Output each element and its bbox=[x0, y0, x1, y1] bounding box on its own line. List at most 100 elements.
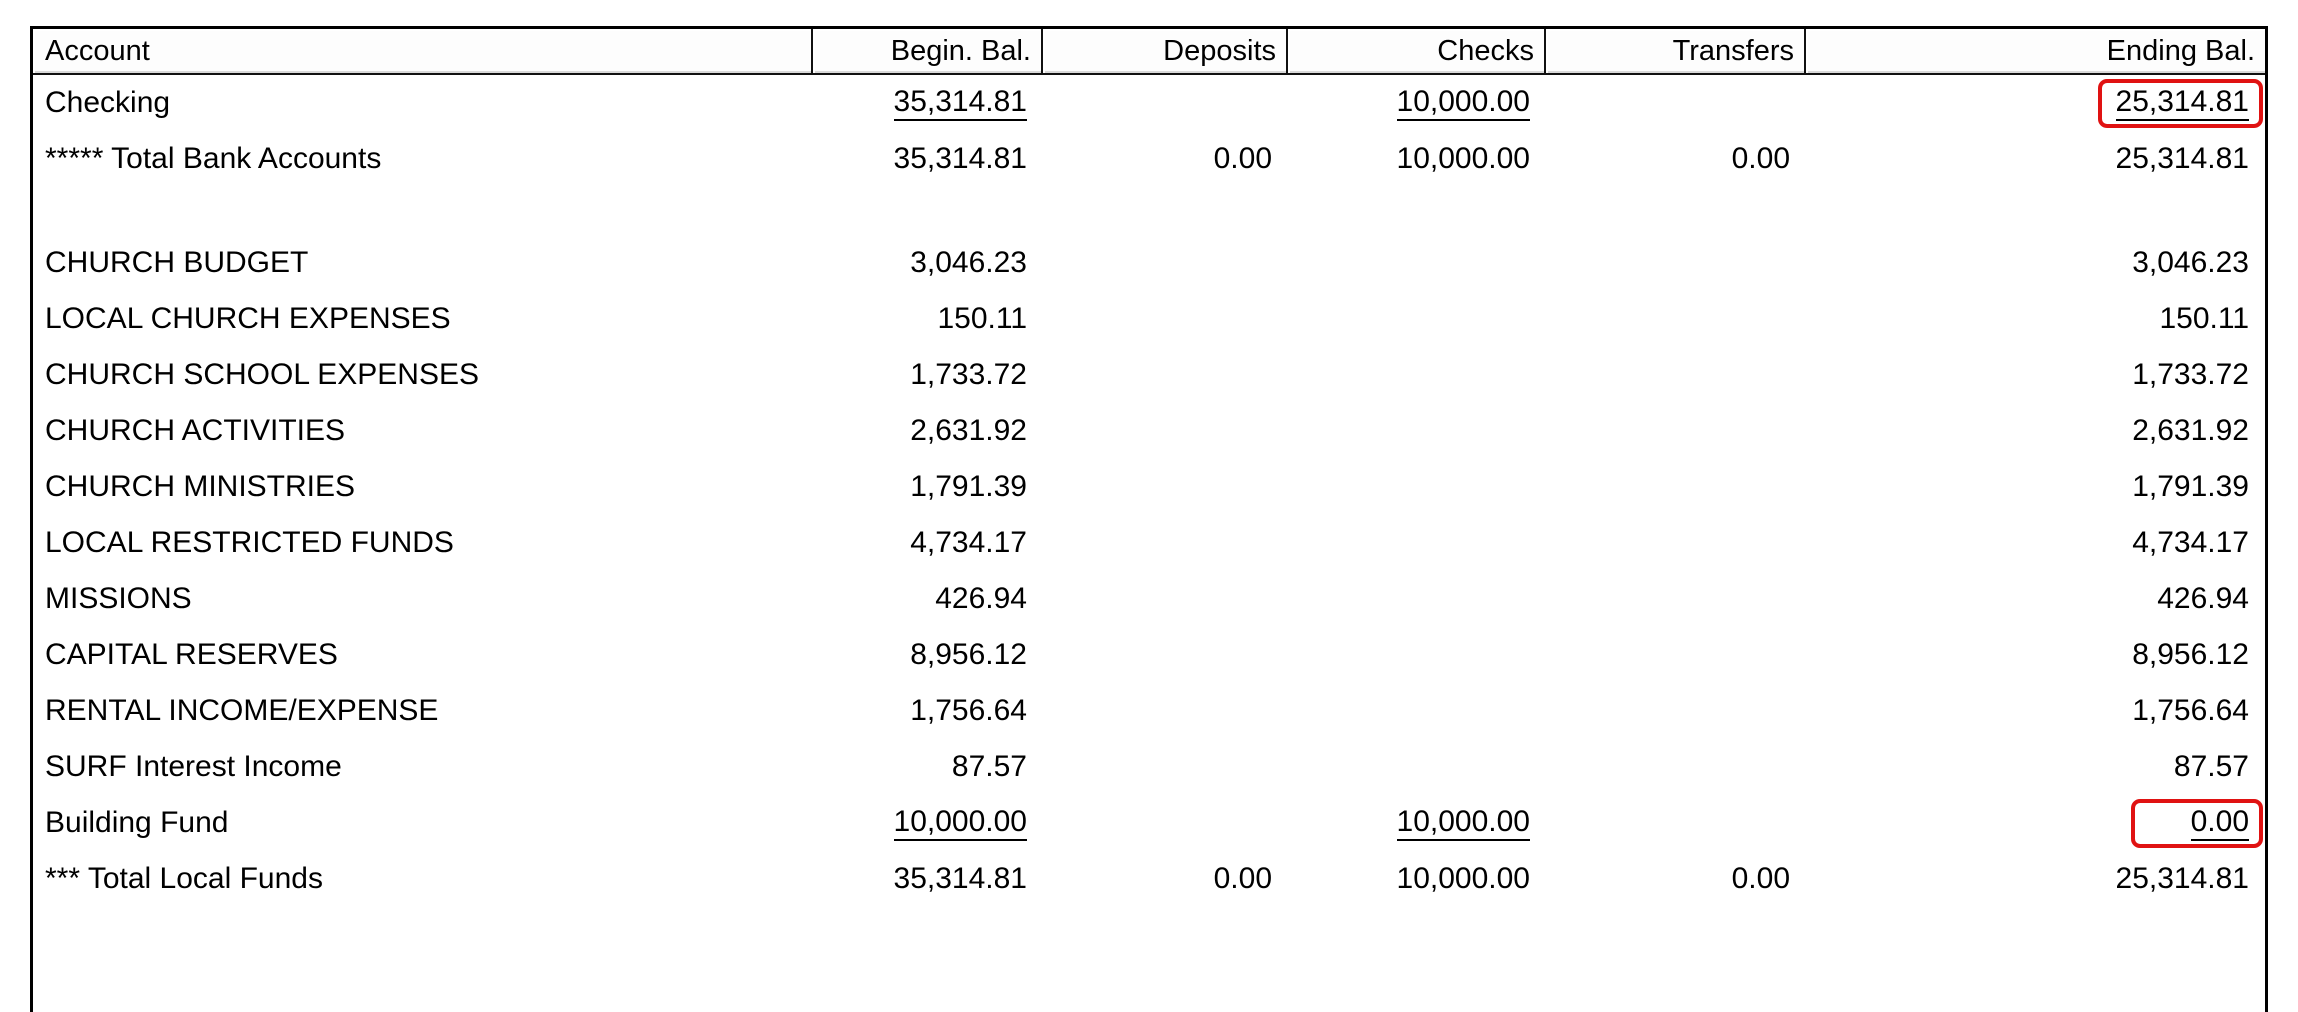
blank-row bbox=[33, 187, 2265, 235]
cell-value: 426.94 bbox=[935, 582, 1027, 615]
cell-value: CAPITAL RESERVES bbox=[45, 638, 338, 671]
cell-value: LOCAL CHURCH EXPENSES bbox=[45, 302, 451, 335]
account-cell: LOCAL RESTRICTED FUNDS bbox=[33, 526, 813, 560]
table-row: CHURCH MINISTRIES 1,791.39 1,791.39 bbox=[33, 459, 2265, 515]
amount-cell: 1,756.64 bbox=[813, 694, 1043, 728]
cell-value: 2,631.92 bbox=[910, 414, 1027, 447]
cell-value: 10,000.00 bbox=[1396, 142, 1530, 175]
cell-value: 1,756.64 bbox=[910, 694, 1027, 727]
table-row: CHURCH SCHOOL EXPENSES 1,733.72 1,733.72 bbox=[33, 347, 2265, 403]
cell-value: CHURCH SCHOOL EXPENSES bbox=[45, 358, 479, 391]
cell-value: 35,314.81 bbox=[893, 862, 1027, 895]
amount-cell: 10,000.00 bbox=[1288, 142, 1546, 176]
amount-cell: 0.00 bbox=[1043, 862, 1288, 896]
amount-cell: 2,631.92 bbox=[813, 414, 1043, 448]
table-row: MISSIONS 426.94 426.94 bbox=[33, 571, 2265, 627]
cell-value: 150.11 bbox=[2159, 302, 2249, 335]
account-balances-table: Account Begin. Bal. Deposits Checks Tran… bbox=[30, 26, 2268, 1012]
amount-cell: 35,314.81 bbox=[813, 862, 1043, 896]
cell-value: 1,733.72 bbox=[2132, 358, 2249, 391]
amount-cell: 0.00 bbox=[1546, 142, 1806, 176]
column-header-ending-bal[interactable]: Ending Bal. bbox=[1806, 29, 2265, 73]
highlight-box: 25,314.81 bbox=[2097, 78, 2263, 128]
cell-value: 87.57 bbox=[951, 750, 1027, 783]
amount-cell: 10,000.00 bbox=[1288, 85, 1546, 121]
amount-cell: 0.00 bbox=[1806, 798, 2265, 848]
cell-value: RENTAL INCOME/EXPENSE bbox=[45, 694, 439, 727]
table-row: CAPITAL RESERVES 8,956.12 8,956.12 bbox=[33, 627, 2265, 683]
column-header-account[interactable]: Account bbox=[33, 29, 813, 73]
column-header-deposits[interactable]: Deposits bbox=[1043, 29, 1288, 73]
cell-value: 10,000.00 bbox=[1396, 85, 1530, 121]
amount-cell: 4,734.17 bbox=[1806, 526, 2265, 560]
cell-value: Checking bbox=[45, 86, 171, 119]
account-cell: CHURCH BUDGET bbox=[33, 246, 813, 280]
account-cell: *** Total Local Funds bbox=[33, 862, 813, 896]
amount-cell: 10,000.00 bbox=[1288, 805, 1546, 841]
cell-value: 2,631.92 bbox=[2132, 414, 2249, 447]
account-cell: CHURCH MINISTRIES bbox=[33, 470, 813, 504]
amount-cell: 150.11 bbox=[1806, 302, 2265, 336]
table-row: LOCAL CHURCH EXPENSES 150.11 150.11 bbox=[33, 291, 2265, 347]
cell-value: 25,314.81 bbox=[2115, 862, 2249, 895]
cell-value: *** Total Local Funds bbox=[45, 862, 323, 895]
cell-value: 3,046.23 bbox=[2132, 246, 2249, 279]
cell-value: 0.00 bbox=[1731, 862, 1790, 895]
amount-cell: 25,314.81 bbox=[1806, 862, 2265, 896]
cell-value: CHURCH MINISTRIES bbox=[45, 470, 356, 503]
table-row: Building Fund 10,000.00 10,000.00 0.00 bbox=[33, 795, 2265, 851]
column-header-checks[interactable]: Checks bbox=[1288, 29, 1546, 73]
cell-value: 10,000.00 bbox=[1396, 805, 1530, 841]
highlight-box: 0.00 bbox=[2131, 798, 2263, 848]
account-cell: LOCAL CHURCH EXPENSES bbox=[33, 302, 813, 336]
cell-value: 150.11 bbox=[937, 302, 1027, 335]
cell-value: 1,791.39 bbox=[2132, 470, 2249, 503]
cell-value: 0.00 bbox=[1213, 862, 1272, 895]
table-row: *** Total Local Funds 35,314.81 0.00 10,000… bbox=[33, 851, 2265, 907]
account-cell: Checking bbox=[33, 86, 813, 120]
cell-value: 426.94 bbox=[2157, 582, 2249, 615]
cell-value: 8,956.12 bbox=[2132, 638, 2249, 671]
cell-value: 1,756.64 bbox=[2132, 694, 2249, 727]
amount-cell: 10,000.00 bbox=[1288, 862, 1546, 896]
account-cell: SURF Interest Income bbox=[33, 750, 813, 784]
amount-cell: 25,314.81 bbox=[1806, 78, 2265, 128]
cell-value: 0.00 bbox=[2190, 805, 2249, 841]
table-row: CHURCH BUDGET 3,046.23 3,046.23 bbox=[33, 235, 2265, 291]
amount-cell: 1,733.72 bbox=[1806, 358, 2265, 392]
amount-cell: 4,734.17 bbox=[813, 526, 1043, 560]
column-header-transfers[interactable]: Transfers bbox=[1546, 29, 1806, 73]
account-cell: CAPITAL RESERVES bbox=[33, 638, 813, 672]
amount-cell: 3,046.23 bbox=[813, 246, 1043, 280]
cell-value: 8,956.12 bbox=[910, 638, 1027, 671]
cell-value: SURF Interest Income bbox=[45, 750, 342, 783]
table-row: RENTAL INCOME/EXPENSE 1,756.64 1,756.64 bbox=[33, 683, 2265, 739]
amount-cell: 87.57 bbox=[1806, 750, 2265, 784]
amount-cell: 2,631.92 bbox=[1806, 414, 2265, 448]
table-header-row: Account Begin. Bal. Deposits Checks Tran… bbox=[33, 29, 2265, 75]
account-cell: Building Fund bbox=[33, 806, 813, 840]
cell-value: ***** Total Bank Accounts bbox=[45, 142, 382, 175]
amount-cell: 3,046.23 bbox=[1806, 246, 2265, 280]
cell-value: Building Fund bbox=[45, 806, 229, 839]
table-row: SURF Interest Income 87.57 87.57 bbox=[33, 739, 2265, 795]
cell-value: 3,046.23 bbox=[910, 246, 1027, 279]
amount-cell: 426.94 bbox=[1806, 582, 2265, 616]
column-header-begin-bal[interactable]: Begin. Bal. bbox=[813, 29, 1043, 73]
cell-value: 4,734.17 bbox=[2132, 526, 2249, 559]
table-row: CHURCH ACTIVITIES 2,631.92 2,631.92 bbox=[33, 403, 2265, 459]
amount-cell: 35,314.81 bbox=[813, 85, 1043, 121]
amount-cell: 35,314.81 bbox=[813, 142, 1043, 176]
amount-cell: 8,956.12 bbox=[1806, 638, 2265, 672]
amount-cell: 25,314.81 bbox=[1806, 142, 2265, 176]
table-row: ***** Total Bank Accounts 35,314.81 0.00 10… bbox=[33, 131, 2265, 187]
amount-cell: 426.94 bbox=[813, 582, 1043, 616]
account-cell: ***** Total Bank Accounts bbox=[33, 142, 813, 176]
amount-cell: 87.57 bbox=[813, 750, 1043, 784]
amount-cell: 1,791.39 bbox=[1806, 470, 2265, 504]
cell-value: 25,314.81 bbox=[2115, 142, 2249, 175]
cell-value: 1,791.39 bbox=[910, 470, 1027, 503]
amount-cell: 10,000.00 bbox=[813, 805, 1043, 841]
table-row: Checking 35,314.81 10,000.00 25,314.81 bbox=[33, 75, 2265, 131]
